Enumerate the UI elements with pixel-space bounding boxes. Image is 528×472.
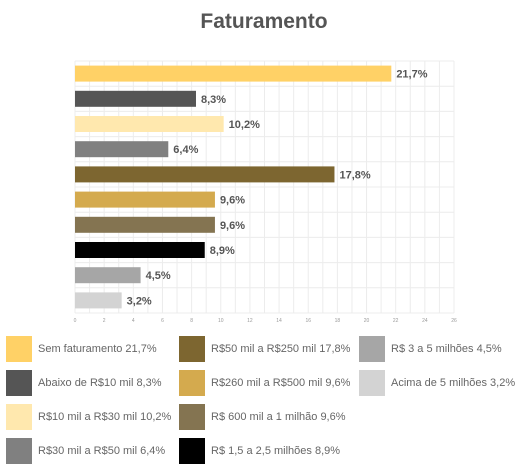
legend-label: Acima de 5 milhões 3,2% <box>391 377 516 389</box>
legend-swatch <box>6 370 32 396</box>
bar <box>75 191 215 208</box>
legend-label: R$ 3 a 5 milhões 4,5% <box>391 343 502 355</box>
bar <box>75 90 196 107</box>
legend-swatch <box>6 336 32 362</box>
legend-label: R$10 mil a R$30 mil 10,2% <box>38 411 172 423</box>
legend-swatch <box>359 370 385 396</box>
x-tick-label: 22 <box>393 318 399 324</box>
legend-item: R$10 mil a R$30 mil 10,2% <box>6 404 171 430</box>
bar <box>75 65 392 82</box>
bar <box>75 242 205 258</box>
x-tick-label: 12 <box>247 318 253 324</box>
x-tick-label: 2 <box>103 318 106 324</box>
legend-item: R$260 mil a R$500 mil 9,6% <box>179 370 350 396</box>
legend-label: R$260 mil a R$500 mil 9,6% <box>211 377 351 389</box>
legend-label: R$ 1,5 a 2,5 milhões 8,9% <box>211 445 341 457</box>
bar-value-label: 3,2% <box>127 295 152 307</box>
legend-item: R$30 mil a R$50 mil 6,4% <box>6 438 165 464</box>
legend-label: Abaixo de R$10 mil 8,3% <box>38 377 162 389</box>
x-tick-label: 16 <box>305 318 311 324</box>
legend-swatch <box>179 438 205 464</box>
bar <box>75 141 169 158</box>
legend-item: Acima de 5 milhões 3,2% <box>359 370 515 396</box>
x-tick-label: 6 <box>161 318 164 324</box>
bar-value-label: 4,5% <box>146 270 171 282</box>
chart-title: Faturamento <box>200 10 328 33</box>
legend-item: R$50 mil a R$250 mil 17,8% <box>179 336 350 362</box>
x-tick-label: 24 <box>422 318 428 324</box>
bar-chart: 21,7% 8,3% 10,2% 6,4% 17,8% 9,6% 9,6% 8,9% 4,5% 3… <box>74 60 457 324</box>
bar-value-label: 9,6% <box>220 220 245 232</box>
legend-swatch <box>179 370 205 396</box>
x-tick-label: 20 <box>364 318 370 324</box>
x-tick-label: 14 <box>276 318 282 324</box>
legend-item: R$ 600 mil a 1 milhão 9,6% <box>179 404 346 430</box>
legend-swatch <box>6 438 32 464</box>
legend-label: Sem faturamento 21,7% <box>38 343 157 355</box>
legend-item: R$ 3 a 5 milhões 4,5% <box>359 336 502 362</box>
bar <box>75 216 215 233</box>
bar-value-label: 9,6% <box>220 195 245 207</box>
legend-swatch <box>179 404 205 430</box>
legend-swatch <box>179 336 205 362</box>
legend-label: R$50 mil a R$250 mil 17,8% <box>211 343 351 355</box>
bar <box>75 267 141 284</box>
legend-swatch <box>359 336 385 362</box>
x-tick-label: 0 <box>74 318 77 324</box>
x-tick-label: 4 <box>132 318 135 324</box>
bar <box>75 292 122 309</box>
legend-label: R$30 mil a R$50 mil 6,4% <box>38 445 166 457</box>
x-tick-label: 18 <box>335 318 341 324</box>
bar-value-label: 6,4% <box>173 144 198 156</box>
legend-item: Abaixo de R$10 mil 8,3% <box>6 370 162 396</box>
legend-item: Sem faturamento 21,7% <box>6 336 157 362</box>
bar <box>75 116 224 132</box>
bar-value-label: 21,7% <box>396 69 427 81</box>
legend-item: R$ 1,5 a 2,5 milhões 8,9% <box>179 438 340 464</box>
legend-swatch <box>6 404 32 430</box>
x-tick-label: 10 <box>218 318 224 324</box>
bar-value-label: 10,2% <box>229 119 260 131</box>
legend-label: R$ 600 mil a 1 milhão 9,6% <box>211 411 346 423</box>
bar-value-label: 17,8% <box>339 169 370 181</box>
bar-value-label: 8,9% <box>210 245 235 257</box>
bar <box>75 166 335 183</box>
x-tick-label: 8 <box>190 318 193 324</box>
x-tick-label: 26 <box>451 318 457 324</box>
bar-value-label: 8,3% <box>201 94 226 106</box>
